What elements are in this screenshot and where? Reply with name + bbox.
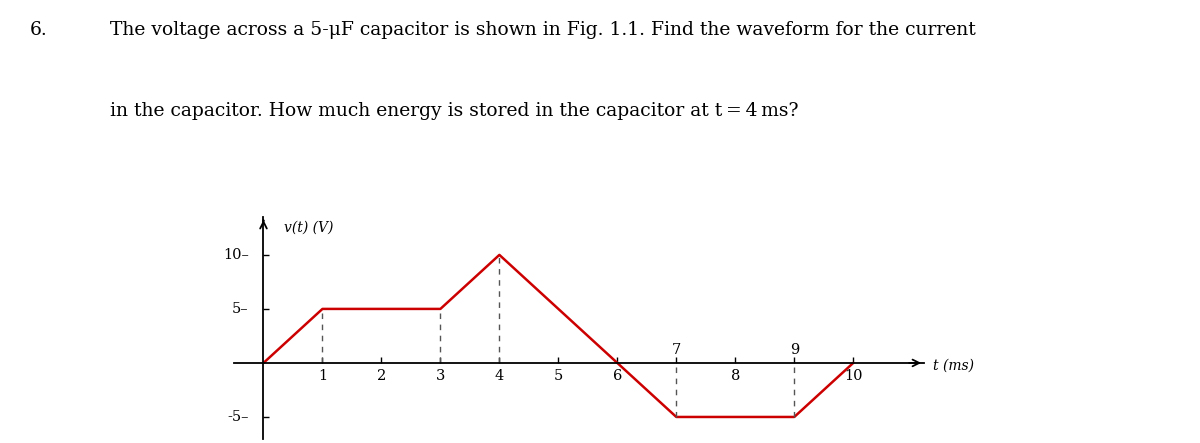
Text: 4: 4 [494,369,504,383]
Text: 8: 8 [731,369,740,383]
Text: 10: 10 [844,369,863,383]
Text: 6.: 6. [30,21,48,39]
Text: -5–: -5– [227,410,248,424]
Text: 1: 1 [318,369,328,383]
Text: 5: 5 [553,369,563,383]
Text: 9: 9 [790,343,799,357]
Text: The voltage across a 5-μF capacitor is shown in Fig. 1.1. Find the waveform for : The voltage across a 5-μF capacitor is s… [110,21,976,39]
Text: 5–: 5– [232,302,248,316]
Text: 6: 6 [613,369,622,383]
Text: 3: 3 [436,369,445,383]
Text: 2: 2 [377,369,386,383]
Text: 10–: 10– [223,248,248,262]
Text: in the capacitor. How much energy is stored in the capacitor at t = 4 ms?: in the capacitor. How much energy is sto… [110,102,799,120]
Text: t (ms): t (ms) [932,359,974,373]
Text: 7: 7 [672,343,680,357]
Text: v(t) (V): v(t) (V) [284,220,334,234]
